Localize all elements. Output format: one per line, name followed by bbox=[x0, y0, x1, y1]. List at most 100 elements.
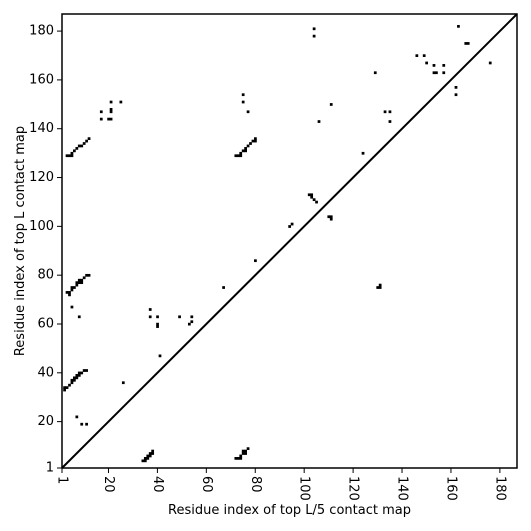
contact-cell-upper bbox=[312, 198, 316, 202]
y-tick-label: 60 bbox=[37, 316, 54, 331]
contact-cell-upper bbox=[244, 147, 247, 150]
x-tick-label: 1 bbox=[55, 476, 70, 484]
contact-cell-lower bbox=[234, 457, 238, 460]
x-tick-label: 100 bbox=[297, 476, 312, 501]
contact-cell-lower bbox=[143, 459, 147, 463]
contact-cell-upper bbox=[234, 154, 238, 158]
y-tick-label: 20 bbox=[37, 414, 54, 429]
contact-cell-upper bbox=[312, 27, 316, 31]
contact-cell-upper bbox=[246, 144, 250, 148]
plot-frame bbox=[61, 13, 518, 469]
contact-cell-upper bbox=[109, 117, 113, 121]
contact-cell-upper bbox=[329, 103, 333, 106]
contact-cell-upper bbox=[442, 71, 446, 75]
contact-cell-lower bbox=[378, 286, 382, 289]
contact-cell-upper bbox=[307, 193, 311, 197]
contact-cell-upper bbox=[254, 137, 257, 141]
x-axis-ticks: 1 20 40 60 80 100 120 140 160 180 bbox=[55, 468, 507, 501]
contact-cell-upper bbox=[65, 291, 69, 294]
contact-cell-upper bbox=[80, 371, 84, 375]
contact-cells bbox=[63, 24, 492, 463]
contact-cell-upper bbox=[80, 281, 84, 285]
contact-cell-upper bbox=[77, 371, 81, 375]
contact-cell-upper bbox=[109, 100, 113, 104]
contact-cell-upper bbox=[68, 154, 71, 158]
x-tick-label: 40 bbox=[150, 476, 165, 493]
y-tick-label: 180 bbox=[29, 24, 54, 39]
contact-cell-upper bbox=[73, 149, 76, 153]
contact-cell-upper bbox=[63, 386, 66, 389]
contact-cell-upper bbox=[290, 222, 294, 226]
contact-cell-lower bbox=[151, 449, 155, 453]
contact-cell-upper bbox=[85, 273, 88, 277]
y-tick-label: 40 bbox=[37, 365, 54, 380]
contact-cell-upper bbox=[254, 259, 257, 263]
contact-cell-upper bbox=[107, 117, 111, 121]
contact-cell-upper bbox=[70, 151, 74, 155]
contact-cell-upper bbox=[432, 71, 436, 75]
contact-cell-upper bbox=[361, 151, 365, 155]
contact-cell-upper bbox=[82, 142, 86, 145]
contact-cell-upper bbox=[77, 281, 81, 285]
y-tick-label: 1 bbox=[46, 461, 54, 476]
contact-cell-upper bbox=[65, 154, 69, 158]
contact-cell-upper bbox=[239, 151, 243, 155]
contact-cell-upper bbox=[388, 110, 392, 114]
contact-cell-upper bbox=[288, 225, 292, 228]
contact-cell-upper bbox=[190, 320, 194, 324]
y-axis-label: Residue index of top L contact map bbox=[13, 126, 28, 356]
contact-cell-upper bbox=[148, 308, 152, 311]
contact-cell-upper bbox=[187, 322, 191, 326]
contact-cell-upper bbox=[80, 144, 84, 148]
contact-cell-lower bbox=[236, 457, 240, 460]
contact-cell-upper bbox=[68, 383, 71, 387]
contact-cell-upper bbox=[156, 315, 159, 319]
y-tick-label: 160 bbox=[29, 72, 54, 87]
contact-cell-upper bbox=[156, 322, 159, 326]
contact-cell-upper bbox=[75, 415, 79, 419]
y-tick-label: 80 bbox=[37, 268, 54, 283]
x-tick-label: 120 bbox=[346, 476, 361, 501]
contact-cell-upper bbox=[488, 61, 492, 65]
contact-cell-upper bbox=[464, 42, 468, 45]
contact-cell-upper bbox=[388, 120, 392, 123]
contact-cell-upper bbox=[315, 200, 318, 204]
contact-cell-upper bbox=[254, 139, 257, 143]
contact-cell-upper bbox=[178, 315, 181, 319]
contact-cell-upper bbox=[70, 381, 74, 385]
y-tick-label: 120 bbox=[29, 170, 54, 185]
x-tick-label: 60 bbox=[199, 476, 214, 493]
contact-cell-upper bbox=[75, 283, 79, 287]
contact-cell-upper bbox=[77, 144, 81, 148]
contact-cell-upper bbox=[442, 64, 446, 67]
x-tick-label: 20 bbox=[101, 476, 116, 493]
contact-cell-upper bbox=[68, 293, 71, 297]
contact-cell-upper bbox=[246, 110, 250, 114]
contact-cell-upper bbox=[241, 93, 245, 97]
contact-cell-upper bbox=[249, 142, 252, 145]
contact-cell-upper bbox=[383, 110, 387, 114]
contact-cell-upper bbox=[241, 149, 245, 153]
contact-cell-upper bbox=[73, 376, 76, 380]
contact-cell-upper bbox=[222, 286, 225, 289]
contact-cell-upper bbox=[85, 139, 88, 143]
contact-cell-upper bbox=[190, 315, 194, 319]
contact-cell-upper bbox=[82, 369, 86, 372]
x-tick-label: 180 bbox=[492, 476, 507, 501]
contact-cell-lower bbox=[146, 454, 150, 458]
contact-cell-upper bbox=[148, 315, 152, 319]
contact-cell-lower bbox=[376, 286, 380, 289]
x-tick-label: 80 bbox=[248, 476, 263, 493]
y-tick-label: 100 bbox=[29, 219, 54, 234]
contact-cell-upper bbox=[466, 42, 470, 45]
x-tick-label: 140 bbox=[395, 476, 410, 501]
contact-cell-upper bbox=[80, 422, 84, 426]
contact-cell-upper bbox=[75, 376, 79, 380]
contact-cell-lower bbox=[151, 452, 155, 455]
contact-cell-upper bbox=[87, 137, 91, 141]
contact-cell-upper bbox=[156, 325, 159, 328]
x-axis-label: Residue index of top L/5 contact map bbox=[168, 503, 411, 518]
contact-cell-upper bbox=[85, 369, 88, 372]
contact-cell-upper bbox=[454, 93, 458, 97]
